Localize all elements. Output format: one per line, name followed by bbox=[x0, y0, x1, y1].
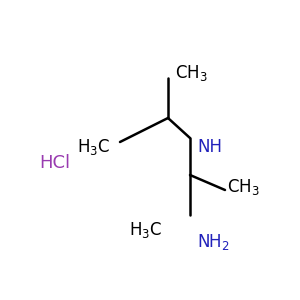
Text: H$_3$C: H$_3$C bbox=[129, 220, 162, 240]
Text: CH$_3$: CH$_3$ bbox=[175, 63, 208, 83]
Text: H$_3$C: H$_3$C bbox=[77, 137, 110, 157]
Text: HCl: HCl bbox=[39, 154, 70, 172]
Text: NH$_2$: NH$_2$ bbox=[197, 232, 230, 252]
Text: CH$_3$: CH$_3$ bbox=[227, 177, 260, 197]
Text: NH: NH bbox=[197, 138, 222, 156]
